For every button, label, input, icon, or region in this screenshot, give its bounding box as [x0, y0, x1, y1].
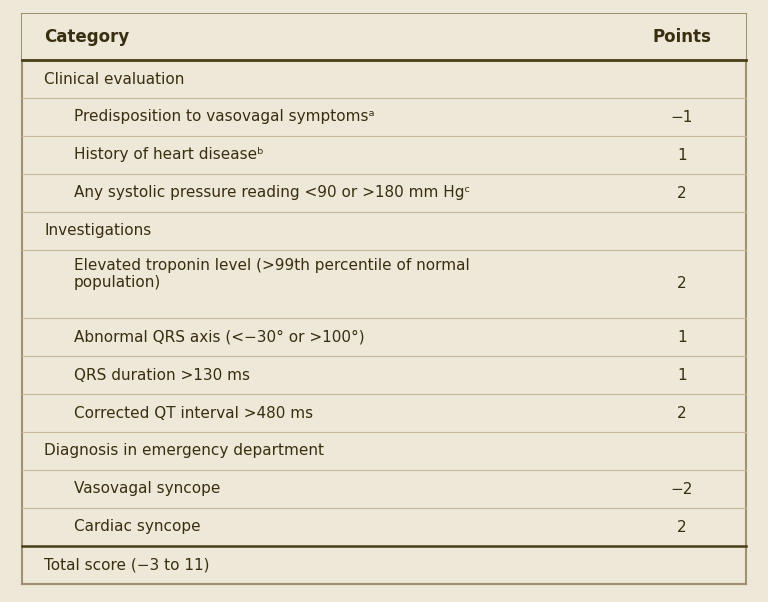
Text: Predisposition to vasovagal symptomsᵃ: Predisposition to vasovagal symptomsᵃ — [74, 110, 375, 125]
Text: 2: 2 — [677, 276, 687, 291]
Text: History of heart diseaseᵇ: History of heart diseaseᵇ — [74, 147, 263, 163]
Text: Corrected QT interval >480 ms: Corrected QT interval >480 ms — [74, 406, 313, 421]
Text: Vasovagal syncope: Vasovagal syncope — [74, 482, 220, 497]
Text: −1: −1 — [670, 110, 694, 125]
Text: Investigations: Investigations — [44, 223, 151, 238]
Text: 1: 1 — [677, 329, 687, 344]
Text: Category: Category — [44, 28, 129, 46]
Text: 2: 2 — [677, 406, 687, 421]
Text: 1: 1 — [677, 147, 687, 163]
Text: 2: 2 — [677, 520, 687, 535]
Text: 2: 2 — [677, 185, 687, 200]
Text: Cardiac syncope: Cardiac syncope — [74, 520, 200, 535]
Text: QRS duration >130 ms: QRS duration >130 ms — [74, 367, 250, 382]
Text: 1: 1 — [677, 367, 687, 382]
Text: Elevated troponin level (>99th percentile of normal
population): Elevated troponin level (>99th percentil… — [74, 258, 470, 290]
Text: Total score (−3 to 11): Total score (−3 to 11) — [44, 557, 210, 573]
Text: Abnormal QRS axis (<−30° or >100°): Abnormal QRS axis (<−30° or >100°) — [74, 329, 365, 344]
Text: Diagnosis in emergency department: Diagnosis in emergency department — [44, 444, 324, 459]
Text: −2: −2 — [670, 482, 694, 497]
Text: Any systolic pressure reading <90 or >180 mm Hgᶜ: Any systolic pressure reading <90 or >18… — [74, 185, 470, 200]
Bar — [22, 14, 746, 60]
Text: Points: Points — [653, 28, 711, 46]
Text: Clinical evaluation: Clinical evaluation — [44, 72, 184, 87]
